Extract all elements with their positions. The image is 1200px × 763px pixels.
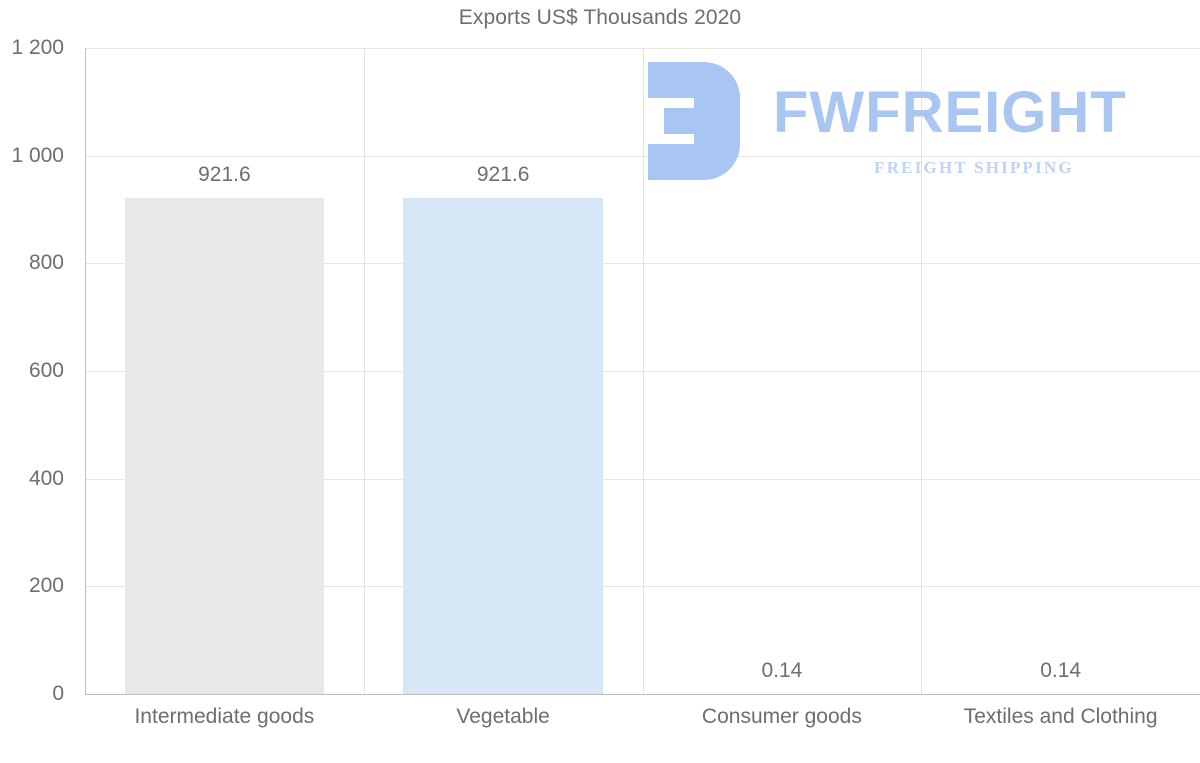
y-axis-line (85, 48, 86, 695)
gridline-horizontal (85, 371, 1200, 372)
y-axis-tick-label: 800 (28, 251, 64, 275)
x-axis-tick-label: Vegetable (456, 705, 550, 728)
gridline-horizontal (85, 478, 1200, 480)
gridline-vertical (364, 48, 365, 694)
plot-area (85, 48, 1200, 695)
bar-value-label: 921.6 (198, 162, 251, 186)
bar[interactable] (124, 197, 325, 694)
gridline-vertical (921, 48, 922, 694)
y-axis-tick-label: 1 200 (11, 36, 64, 59)
y-axis-tick-label: 600 (28, 359, 64, 382)
gridline-horizontal (85, 263, 1200, 265)
y-axis-tick-label: 400 (28, 466, 64, 490)
chart-title: Exports US$ Thousands 2020 (458, 6, 742, 29)
bar[interactable] (403, 197, 603, 694)
y-axis-tick-label: 0 (52, 682, 64, 705)
gridline-vertical (643, 48, 644, 694)
y-axis-tick-label: 200 (28, 574, 64, 598)
x-axis-line (85, 694, 1200, 695)
gridline-horizontal (85, 586, 1200, 588)
gridline-horizontal (85, 155, 1200, 157)
x-axis-tick-label: Consumer goods (701, 705, 862, 728)
gridline-horizontal (85, 48, 1200, 49)
x-axis-tick-label: Textiles and Clothing (963, 705, 1158, 728)
bar-value-label: 0.14 (761, 658, 803, 682)
bar-value-label: 0.14 (1040, 658, 1082, 682)
bar-value-label: 921.6 (476, 162, 530, 186)
y-axis-tick-label: 1 000 (11, 143, 64, 167)
x-axis-tick-label: Intermediate goods (134, 705, 315, 728)
